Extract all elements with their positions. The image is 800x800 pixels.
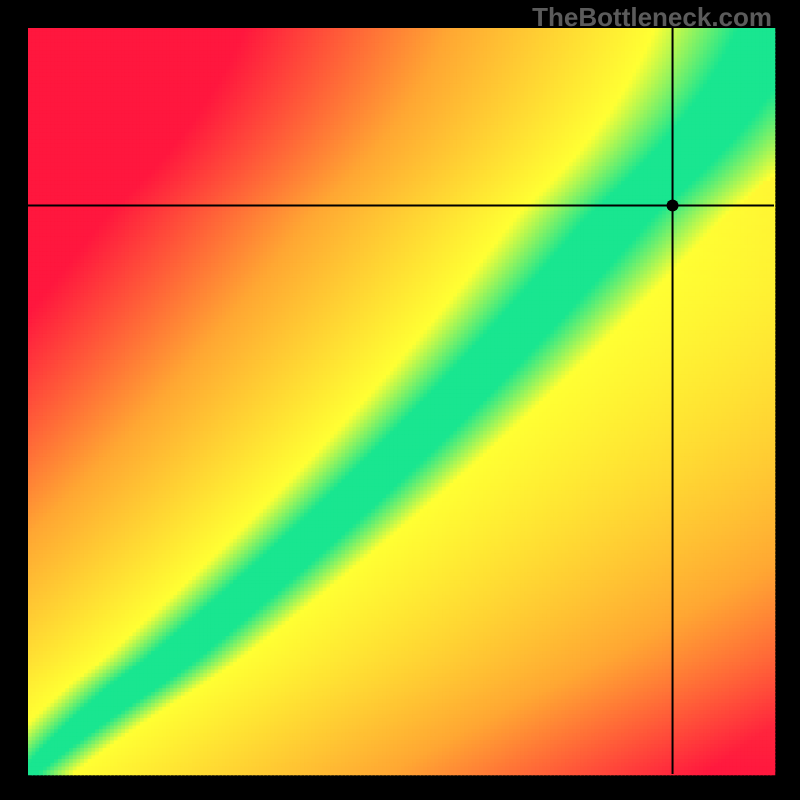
bottleneck-heatmap-figure: TheBottleneck.com — [0, 0, 800, 800]
watermark-label: TheBottleneck.com — [532, 2, 772, 33]
heatmap-canvas — [0, 0, 800, 800]
